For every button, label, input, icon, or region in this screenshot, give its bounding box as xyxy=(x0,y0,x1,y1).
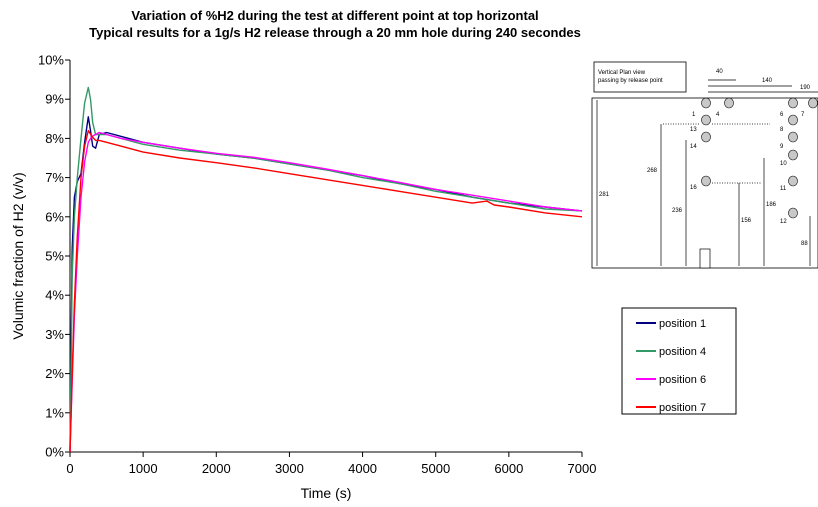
sensor-point xyxy=(724,97,734,109)
dim-label-40: 40 xyxy=(716,69,723,75)
dim-label-140: 140 xyxy=(762,78,773,84)
inset-caption-line1: Vertical Plan view xyxy=(598,70,646,76)
release-point-box xyxy=(699,248,711,269)
point-number: 14 xyxy=(690,144,697,150)
y-tick-label: 6% xyxy=(45,209,64,224)
dim-label-268: 268 xyxy=(647,168,658,174)
sensor-point xyxy=(788,149,798,161)
point-number: 16 xyxy=(690,185,697,191)
x-tick-label: 1000 xyxy=(129,461,158,476)
sensor-point xyxy=(701,114,711,126)
x-axis-ticks: 0 1000 2000 3000 4000 5000 6000 7000 xyxy=(66,452,596,476)
point-number: 9 xyxy=(780,144,784,150)
y-tick-label: 2% xyxy=(45,366,64,381)
series-lines xyxy=(69,86,583,453)
y-axis-title: Volumic fraction of H2 (v/v) xyxy=(10,172,26,339)
inset-diagram: Vertical Plan view passing by release po… xyxy=(591,61,818,269)
sensor-point xyxy=(808,97,818,109)
point-number: 6 xyxy=(780,112,784,118)
dim-label-236: 236 xyxy=(672,208,683,214)
dim-label-281: 281 xyxy=(599,192,610,198)
chart-subtitle: Typical results for a 1g/s H2 release th… xyxy=(89,25,581,40)
point-number: 12 xyxy=(780,219,787,225)
point-number: 4 xyxy=(716,112,720,118)
dim-label-88: 88 xyxy=(801,241,808,247)
point-number: 8 xyxy=(780,127,784,133)
sensor-point xyxy=(788,175,798,187)
sensor-point xyxy=(788,114,798,126)
inset-caption-box xyxy=(593,61,687,93)
y-tick-label: 4% xyxy=(45,288,64,303)
x-tick-label: 5000 xyxy=(421,461,450,476)
sensor-point xyxy=(701,175,711,187)
x-tick-label: 0 xyxy=(66,461,73,476)
x-tick-label: 4000 xyxy=(348,461,377,476)
chart-title: Variation of %H2 during the test at diff… xyxy=(131,8,538,23)
sensor-point xyxy=(701,131,711,143)
point-number: 10 xyxy=(780,161,787,167)
point-number: 7 xyxy=(801,112,805,118)
sensor-point xyxy=(788,207,798,219)
y-tick-label: 0% xyxy=(45,445,64,460)
series-line-position-6 xyxy=(69,131,583,453)
point-number: 13 xyxy=(690,127,697,133)
plot-area xyxy=(69,60,582,453)
y-tick-label: 10% xyxy=(38,53,64,68)
dim-label-186: 186 xyxy=(766,202,777,208)
y-tick-label: 1% xyxy=(45,405,64,420)
dim-label-156: 156 xyxy=(741,218,752,224)
sensor-point xyxy=(788,97,798,109)
point-number: 1 xyxy=(692,112,696,118)
legend: position 1 position 4 position 6 position 7 xyxy=(621,307,737,415)
y-tick-label: 8% xyxy=(45,131,64,146)
y-axis-ticks: 0% 1% 2% 3% 4% 5% 6% 7% 8% 9% 10% xyxy=(38,53,70,460)
legend-label: position 6 xyxy=(659,374,706,386)
sensor-point xyxy=(788,131,798,143)
x-tick-label: 7000 xyxy=(568,461,597,476)
y-tick-label: 9% xyxy=(45,92,64,107)
series-line-position-7 xyxy=(69,129,583,453)
sensor-points xyxy=(701,97,818,219)
y-tick-label: 7% xyxy=(45,170,64,185)
legend-box xyxy=(621,307,737,415)
y-tick-label: 3% xyxy=(45,327,64,342)
series-line-position-1 xyxy=(69,116,583,453)
x-axis-title: Time (s) xyxy=(301,485,352,501)
dim-label-190: 190 xyxy=(800,85,811,91)
sensor-point xyxy=(701,97,711,109)
legend-label: position 4 xyxy=(659,346,706,358)
inset-caption-line2: passing by release point xyxy=(598,78,663,84)
point-number: 11 xyxy=(780,186,787,192)
x-tick-label: 2000 xyxy=(202,461,231,476)
y-tick-label: 5% xyxy=(45,249,64,264)
legend-label: position 1 xyxy=(659,318,706,330)
x-tick-label: 3000 xyxy=(275,461,304,476)
legend-label: position 7 xyxy=(659,402,706,414)
x-tick-label: 6000 xyxy=(494,461,523,476)
series-line-position-4 xyxy=(69,86,583,453)
